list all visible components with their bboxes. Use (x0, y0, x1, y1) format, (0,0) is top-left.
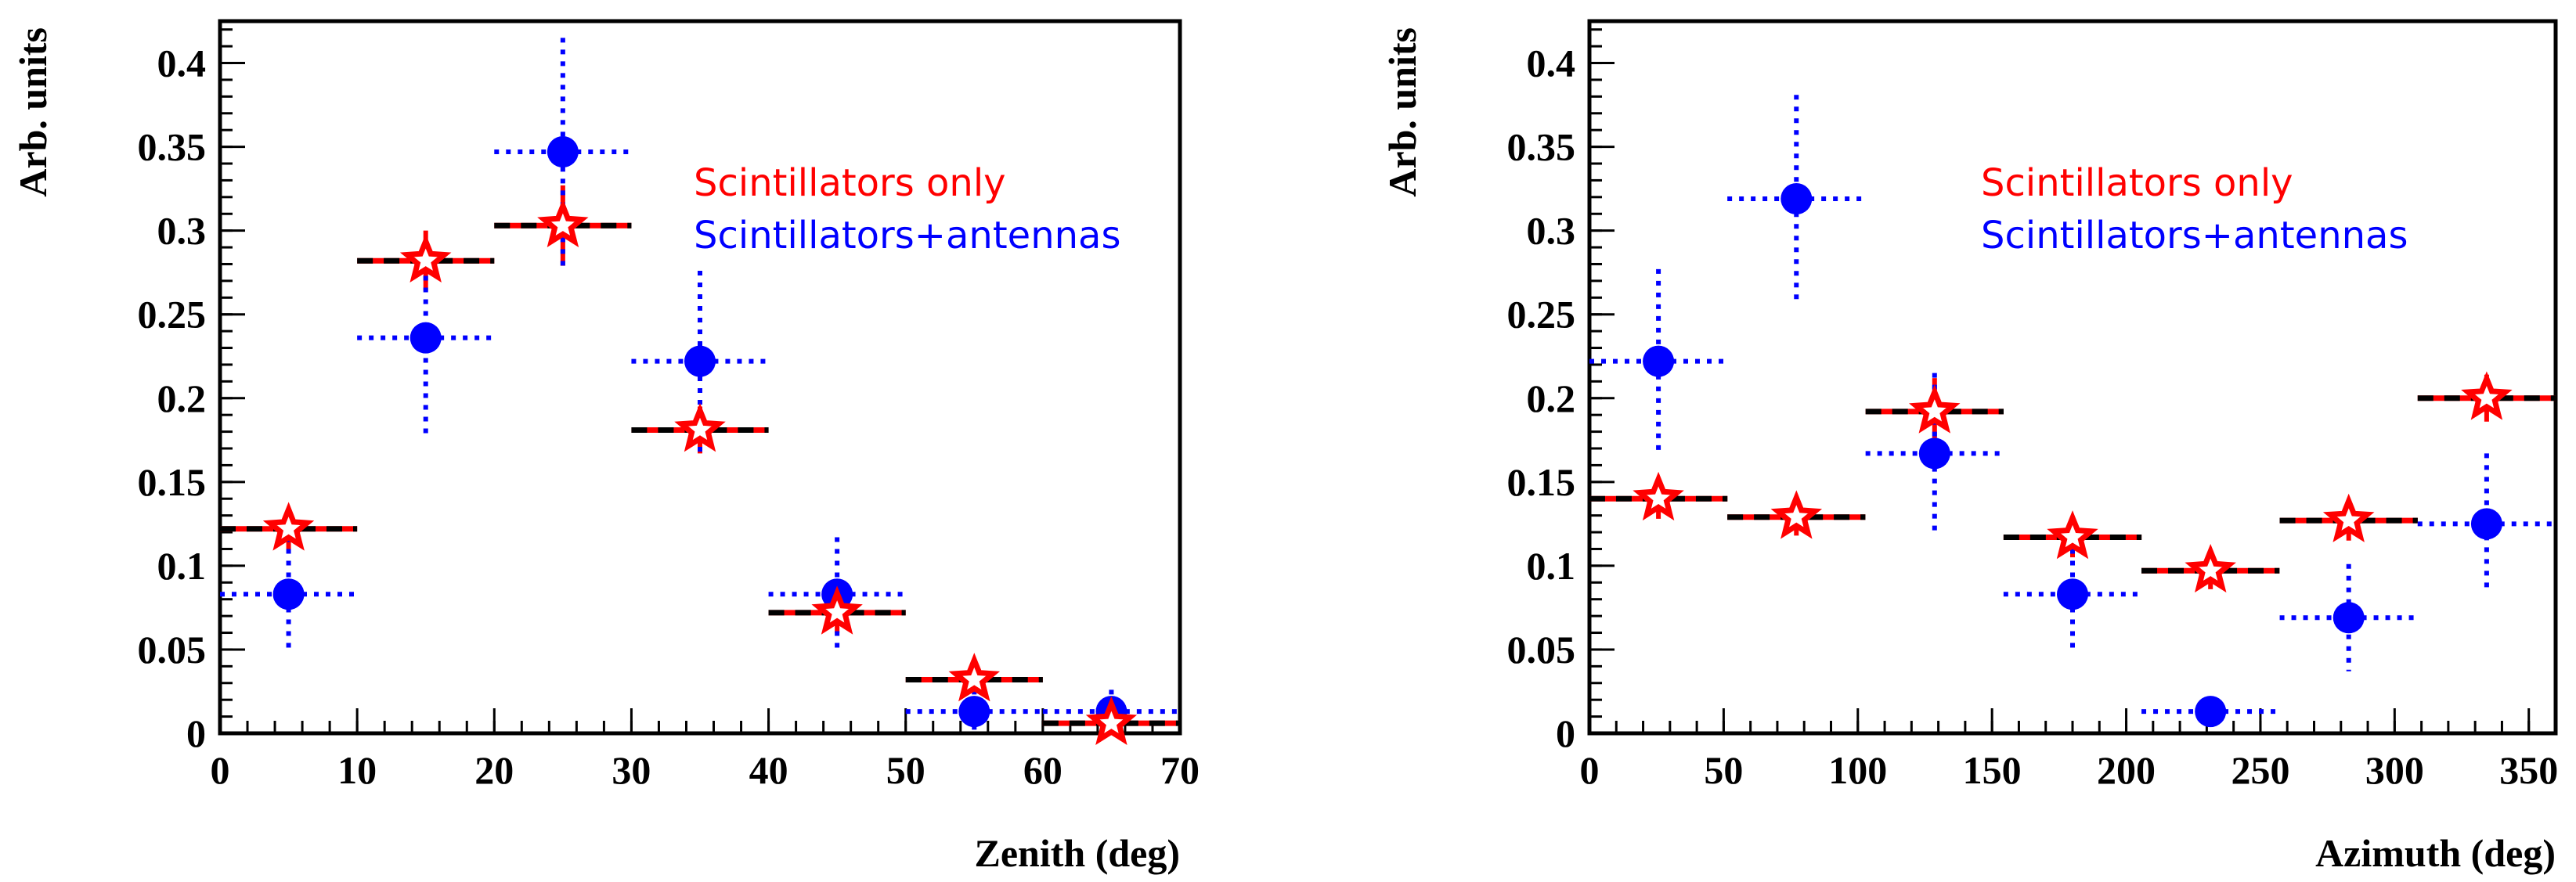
plot-frame (1587, 19, 2558, 736)
x-tick-label: 250 (2231, 748, 2289, 792)
x-axis-title: Zenith (deg) (975, 831, 1181, 875)
x-axis-title: Azimuth (deg) (2315, 831, 2556, 875)
x-tick-label: 300 (2365, 748, 2424, 792)
y-tick-label: 0 (186, 711, 206, 755)
blue-point (1918, 437, 1950, 470)
blue-point (2332, 602, 2365, 634)
y-tick-label: 0.3 (157, 209, 207, 253)
blue-point (958, 696, 990, 728)
red-star-point (1770, 490, 1823, 539)
y-tick-label: 0.15 (1507, 460, 1576, 504)
y-axis-title: Arb. units (1380, 27, 1424, 197)
y-tick-label: 0.25 (138, 293, 207, 337)
x-tick-label: 150 (1963, 748, 2022, 792)
x-tick-label: 200 (2097, 748, 2156, 792)
y-tick-label: 0.05 (1507, 628, 1576, 671)
blue-point (1780, 182, 1813, 214)
y-tick-label: 0.3 (1527, 209, 1576, 253)
red-star-point (948, 653, 1001, 702)
y-tick-label: 0.35 (1507, 125, 1576, 169)
y-tick-label: 0.25 (1507, 293, 1576, 337)
legend-entry-scintillators-antennas: Scintillators+antennas (694, 214, 1120, 257)
red-star-point (537, 198, 589, 248)
red-star-point (1085, 696, 1138, 746)
y-tick-label: 0.2 (1527, 376, 1576, 420)
blue-point (547, 136, 579, 168)
x-tick-label: 70 (1160, 748, 1200, 792)
blue-point (409, 322, 442, 354)
legend-entry-scintillators-only: Scintillators only (694, 161, 1006, 205)
y-axis-title: Arb. units (11, 27, 55, 197)
y-tick-label: 0.4 (1527, 41, 1576, 85)
x-tick-label: 30 (612, 748, 651, 792)
plot-frame (218, 19, 1182, 736)
blue-point (684, 345, 716, 377)
zenith-panel: 0 10 20 30 40 50 60 70 0 0.05 0.1 0.15 0.2 0.25 0.3 0.3… (11, 19, 1200, 875)
y-tick-label: 0.05 (138, 628, 207, 671)
x-tick-label: 60 (1023, 748, 1063, 792)
x-tick-label: 50 (1704, 748, 1743, 792)
red-star-point (674, 403, 726, 452)
y-tick-label: 0.4 (157, 41, 207, 85)
x-tick-label: 40 (749, 748, 788, 792)
y-tick-label: 0.1 (1527, 544, 1576, 588)
azimuth-panel: 0 50 100 150 200 250 300 350 0 0.05 0.1 0.15 0.2 0.25… (1380, 19, 2558, 875)
red-star-point (1909, 384, 1961, 434)
y-tick-label: 0.15 (138, 460, 207, 504)
blue-point (1643, 345, 1675, 377)
legend-entry-scintillators-only: Scintillators only (1981, 161, 2293, 205)
blue-point (2470, 508, 2502, 540)
y-tick-label: 0.1 (157, 544, 207, 588)
x-tick-label: 100 (1828, 748, 1887, 792)
y-tick-label: 0.2 (157, 376, 207, 420)
x-tick-label: 10 (337, 748, 377, 792)
y-tick-label: 0.35 (138, 125, 207, 169)
red-star-point (399, 233, 452, 283)
red-star-point (2047, 510, 2098, 560)
red-star-point (2322, 493, 2375, 542)
blue-point (272, 578, 305, 610)
x-tick-label: 50 (886, 748, 925, 792)
y-tick-label: 0 (1556, 711, 1575, 755)
red-star-point (2461, 371, 2513, 420)
red-star-point (262, 502, 315, 551)
legend-entry-scintillators-antennas: Scintillators+antennas (1981, 214, 2408, 257)
red-star-point (1633, 471, 1684, 521)
x-tick-label: 20 (474, 748, 514, 792)
x-tick-label: 0 (1580, 748, 1600, 792)
red-star-point (2185, 543, 2236, 593)
blue-point (2195, 696, 2227, 728)
x-tick-label: 350 (2499, 748, 2558, 792)
blue-point (2057, 578, 2088, 610)
red-star-point (811, 585, 863, 635)
x-tick-label: 0 (211, 748, 230, 792)
